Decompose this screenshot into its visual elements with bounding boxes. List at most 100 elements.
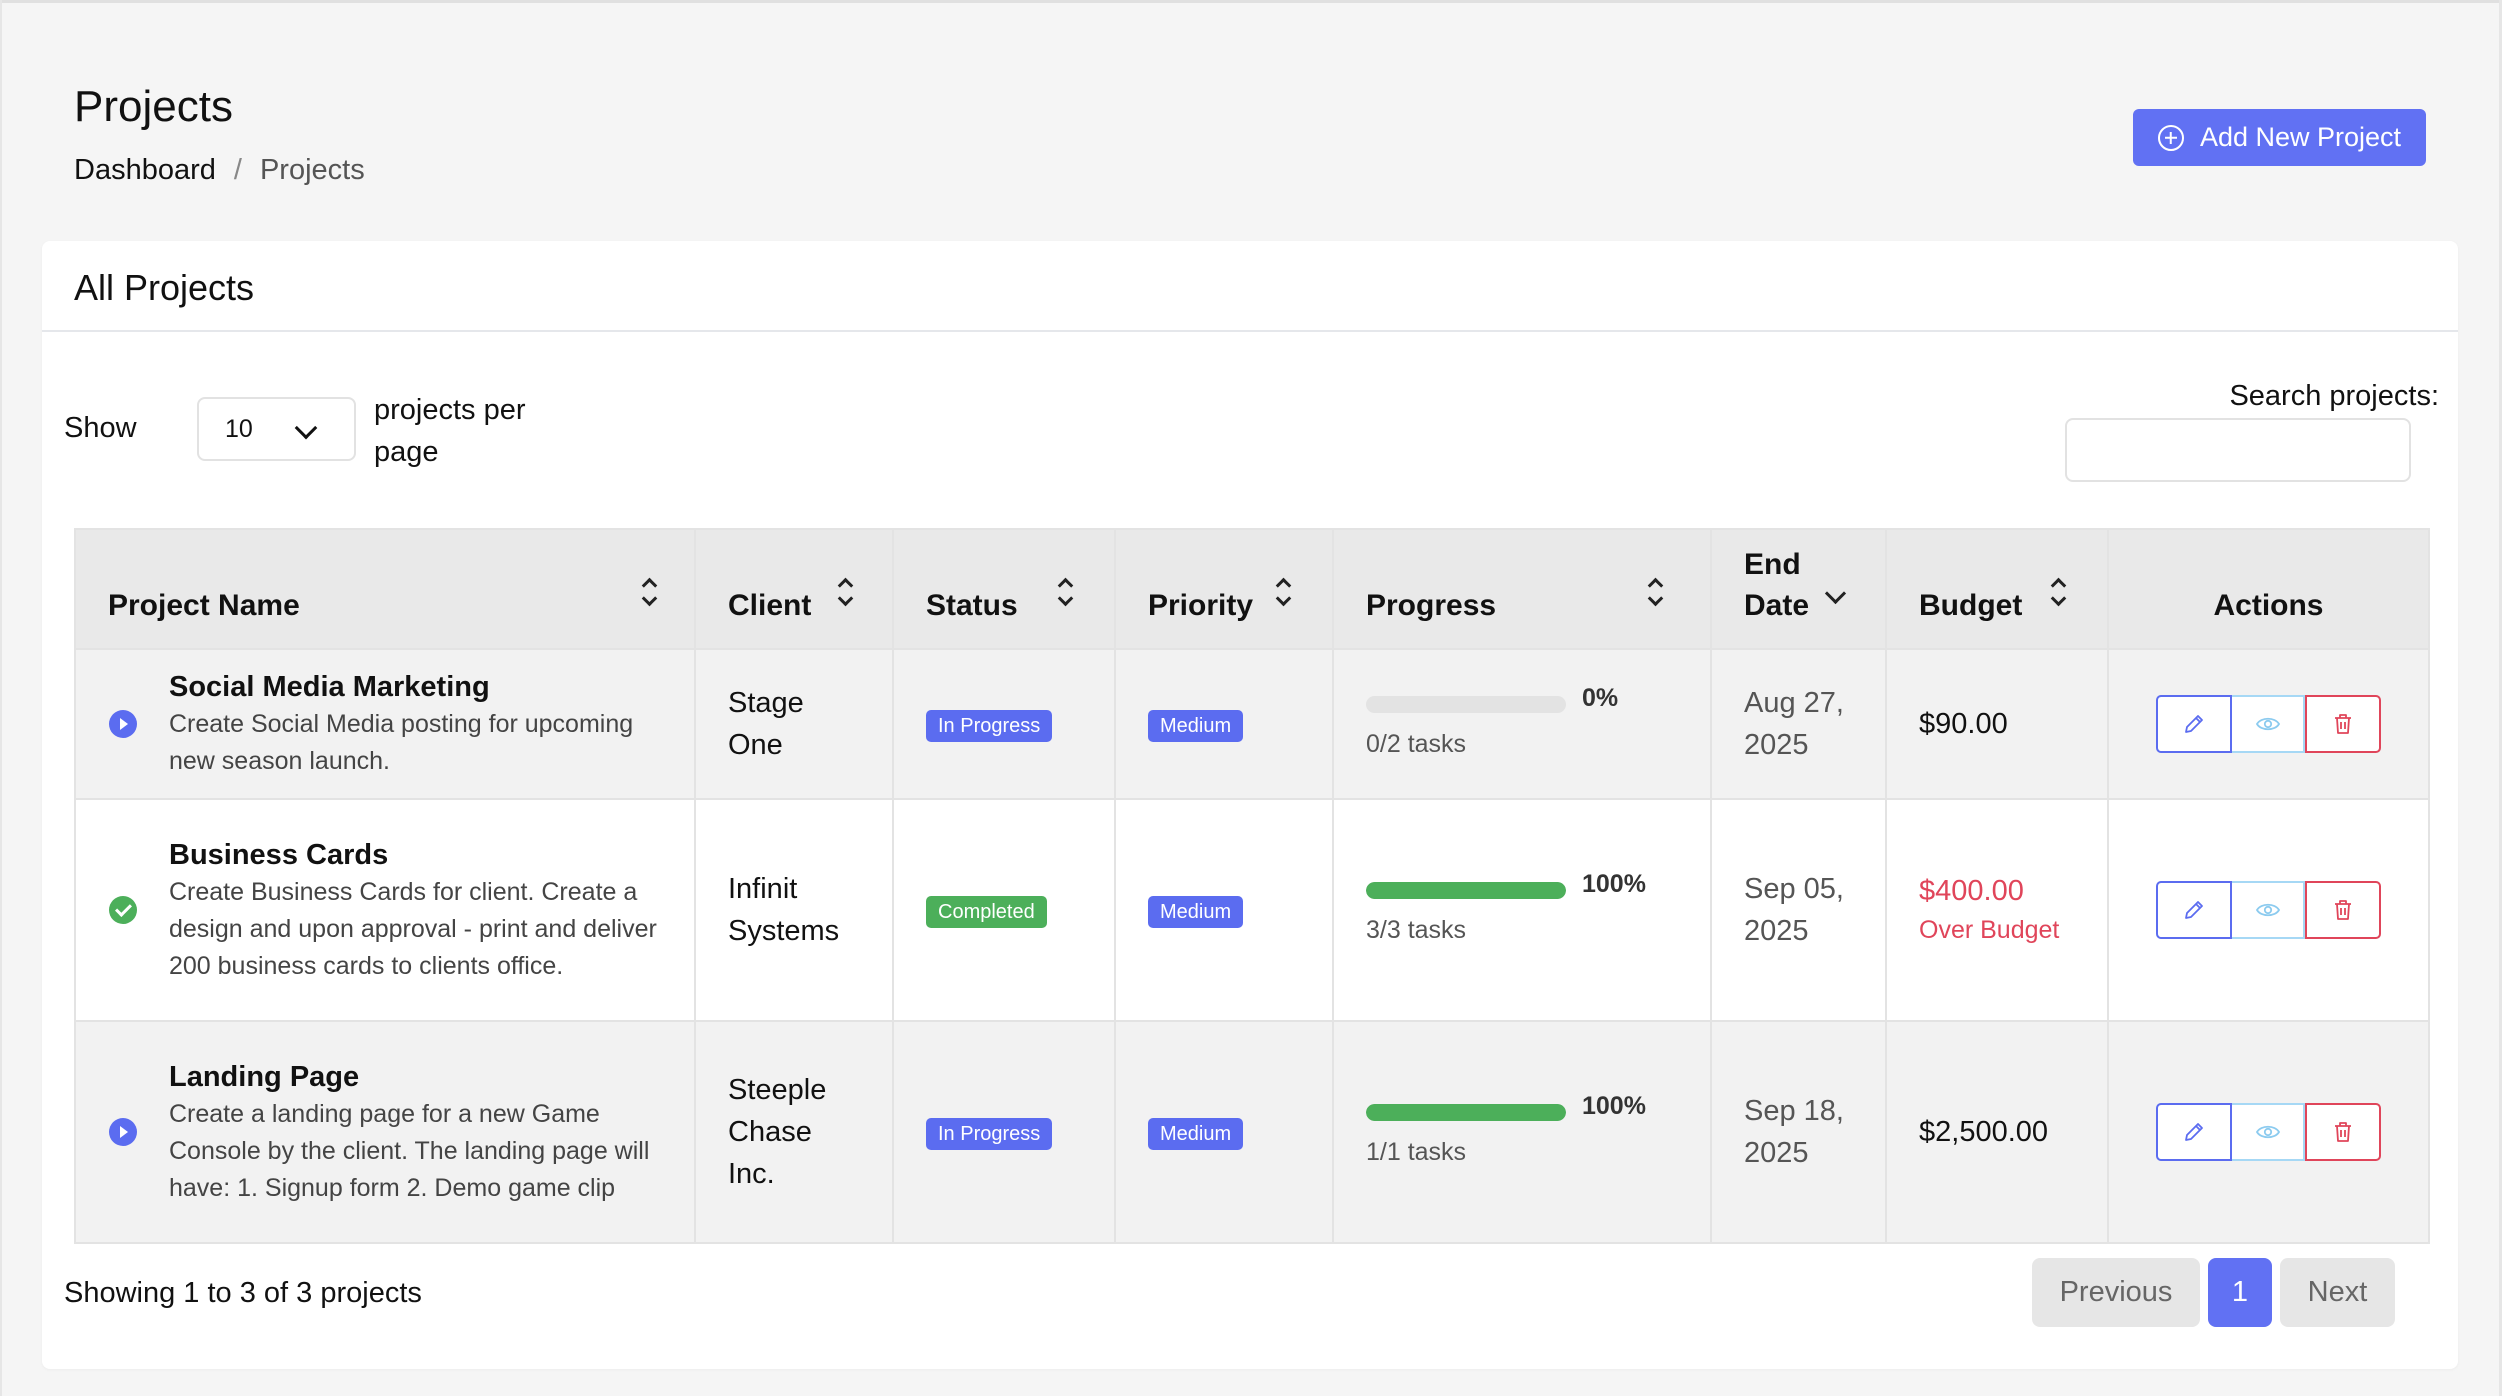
progress-percent: 100% (1582, 870, 1646, 898)
sort-icon (642, 578, 656, 606)
budget-cell: $90.00 (1885, 648, 2109, 800)
pencil-icon (2184, 715, 2203, 733)
sort-icon (1648, 578, 1662, 606)
play-circle-icon (109, 1118, 137, 1146)
end-date-cell: Sep 05, 2025 (1710, 798, 1887, 1022)
status-badge: Completed (926, 895, 1047, 928)
next-page-button[interactable]: Next (2280, 1258, 2395, 1327)
progress-cell: 100% 3/3 tasks (1332, 798, 1712, 1022)
trash-icon (2335, 900, 2352, 920)
progress-cell: 100% 1/1 tasks (1332, 1020, 1712, 1244)
progress-bar (1366, 1104, 1566, 1121)
view-button[interactable] (2231, 881, 2306, 939)
edit-button[interactable] (2156, 881, 2232, 939)
breadcrumb-dashboard-link[interactable]: Dashboard (74, 154, 216, 186)
sort-icon (838, 578, 852, 606)
eye-icon (2255, 717, 2280, 731)
window-top-border (0, 0, 2502, 3)
project-title[interactable]: Landing Page (169, 1060, 360, 1093)
col-header-status[interactable]: Status (892, 528, 1116, 650)
progress-bar-fill (1366, 882, 1566, 899)
add-new-project-label: Add New Project (2199, 122, 2402, 152)
page-1-button[interactable]: 1 (2208, 1258, 2272, 1327)
col-header-priority[interactable]: Priority (1114, 528, 1334, 650)
budget-cell: $400.00 Over Budget (1885, 798, 2109, 1022)
previous-page-button[interactable]: Previous (2032, 1258, 2200, 1327)
actions-cell (2107, 648, 2430, 800)
search-label: Search projects: (2229, 380, 2439, 412)
status-cell: Completed (892, 798, 1116, 1022)
project-description: Create Business Cards for client. Create… (169, 877, 657, 980)
budget-amount: $90.00 (1919, 707, 2008, 740)
col-header-budget[interactable]: Budget (1885, 528, 2109, 650)
end-date: Sep 18, 2025 (1744, 1095, 1844, 1169)
delete-button[interactable] (2305, 881, 2382, 939)
chevron-down-icon (1824, 582, 1847, 605)
priority-cell: Medium (1114, 798, 1334, 1022)
breadcrumb-separator: / (233, 154, 242, 186)
status-badge: In Progress (926, 709, 1053, 742)
add-new-project-button[interactable]: Add New Project (2133, 109, 2426, 166)
col-header-client[interactable]: Client (694, 528, 894, 650)
priority-badge: Medium (1148, 1117, 1244, 1150)
project-title[interactable]: Business Cards (169, 838, 389, 871)
table-row: Landing Page Create a landing page for a… (74, 1020, 2430, 1244)
card-title: All Projects (74, 267, 255, 308)
client-name: Stage One (728, 687, 804, 761)
status-cell: In Progress (892, 1020, 1116, 1244)
delete-button[interactable] (2305, 1103, 2382, 1161)
col-header-progress[interactable]: Progress (1332, 528, 1712, 650)
budget-amount: $2,500.00 (1919, 1115, 2049, 1148)
priority-badge: Medium (1148, 709, 1244, 742)
table-row: Social Media Marketing Create Social Med… (74, 648, 2430, 800)
progress-bar-fill (1366, 1104, 1566, 1121)
progress-bar (1366, 696, 1566, 713)
chevron-down-icon (294, 416, 318, 440)
budget-amount: $400.00 (1919, 875, 2024, 907)
end-date-cell: Sep 18, 2025 (1710, 1020, 1887, 1244)
progress-percent: 100% (1582, 1092, 1646, 1120)
row-actions (2156, 881, 2382, 939)
project-title[interactable]: Social Media Marketing (169, 671, 490, 703)
page-title: Projects (74, 82, 233, 131)
window-left-border (0, 0, 2, 1396)
actions-cell (2107, 798, 2430, 1022)
window-right-border (2499, 0, 2502, 1396)
sort-icon (2051, 578, 2065, 606)
pagination-info: Showing 1 to 3 of 3 projects (64, 1277, 422, 1309)
page-size-select[interactable]: 10 (197, 397, 356, 461)
delete-button[interactable] (2305, 695, 2382, 753)
progress-percent: 0% (1582, 684, 1619, 712)
status-cell: In Progress (892, 648, 1116, 800)
play-circle-icon (109, 710, 137, 738)
view-button[interactable] (2231, 1103, 2306, 1161)
client-name: Infinit Systems (728, 873, 840, 947)
search-input[interactable] (2065, 418, 2411, 482)
progress-tasks: 1/1 tasks (1366, 1138, 1467, 1166)
eye-icon (2255, 903, 2280, 917)
col-header-project-name[interactable]: Project Name (74, 528, 696, 650)
col-header-end-date[interactable]: End Date (1710, 528, 1887, 650)
actions-cell (2107, 1020, 2430, 1244)
breadcrumb-current: Projects (259, 154, 365, 186)
progress-tasks: 0/2 tasks (1366, 730, 1467, 758)
progress-indicator: 0% 0/2 tasks (1366, 684, 1678, 764)
view-button[interactable] (2231, 695, 2306, 753)
progress-tasks: 3/3 tasks (1366, 916, 1467, 944)
row-actions (2156, 695, 2382, 753)
breadcrumb: Dashboard / Projects (74, 154, 365, 187)
priority-cell: Medium (1114, 648, 1334, 800)
priority-badge: Medium (1148, 895, 1244, 928)
progress-indicator: 100% 3/3 tasks (1366, 870, 1678, 950)
pencil-icon (2184, 901, 2203, 919)
edit-button[interactable] (2156, 1103, 2232, 1161)
end-date: Aug 27, 2025 (1744, 687, 1844, 761)
col-header-actions: Actions (2107, 528, 2430, 650)
eye-icon (2255, 1125, 2280, 1139)
client-cell: Infinit Systems (694, 798, 894, 1022)
edit-button[interactable] (2156, 695, 2232, 753)
trash-icon (2335, 1122, 2352, 1142)
over-budget-label: Over Budget (1919, 916, 2060, 944)
budget-cell: $2,500.00 (1885, 1020, 2109, 1244)
table-row: Business Cards Create Business Cards for… (74, 798, 2430, 1022)
